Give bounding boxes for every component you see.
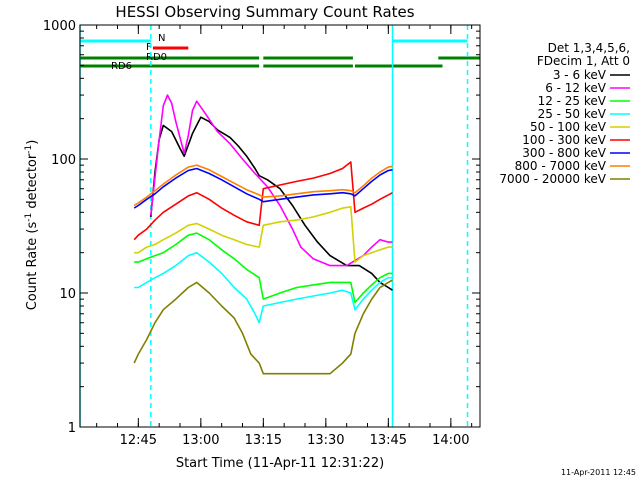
y-axis-label-sup2: -1: [24, 145, 34, 154]
series-line: [150, 94, 393, 267]
x-tick-label: 14:00: [432, 433, 469, 448]
x-tick-label: 13:15: [245, 433, 282, 448]
series-line: [150, 116, 393, 291]
y-tick-label: 10: [59, 287, 76, 302]
y-tick-label: 1: [68, 421, 76, 436]
plot-frame: [79, 24, 481, 428]
y-tick-label: 100: [51, 153, 76, 168]
legend-entry-label: 3 - 6 keV: [553, 68, 607, 82]
legend-entry-label: 12 - 25 keV: [538, 94, 607, 108]
y-axis-label-end: ): [25, 140, 40, 145]
legend-entry-label: 7000 - 20000 keV: [499, 172, 606, 186]
flag-label-n: N: [158, 33, 165, 44]
series-line: [133, 161, 393, 241]
legend: Det 1,3,4,5,6, FDecim 1, Att 0 3 - 6 keV…: [499, 41, 630, 186]
series-line: [133, 167, 393, 209]
series-layer: [133, 94, 393, 375]
legend-header-line-1: Det 1,3,4,5,6,: [548, 41, 630, 55]
legend-entry-label: 25 - 50 keV: [538, 107, 607, 121]
vlines-layer: [79, 25, 469, 427]
series-line: [134, 251, 393, 324]
series-line: [133, 279, 393, 375]
x-tick-label: 13:45: [370, 433, 407, 448]
x-tick-label: 13:30: [307, 433, 344, 448]
x-axis-label: Start Time (11-Apr-11 12:31:22): [176, 456, 384, 471]
legend-entry-label: 100 - 300 keV: [522, 133, 606, 147]
x-axis: 12:45 13:00 13:15 13:30 13:45 14:00: [96, 25, 473, 448]
legend-entry-label: 50 - 100 keV: [530, 120, 607, 134]
legend-header-line-2: FDecim 1, Att 0: [537, 54, 630, 68]
footer-date: 11-Apr-2011 12:45: [561, 468, 636, 477]
legend-entry-label: 800 - 7000 keV: [515, 159, 607, 173]
x-tick-label: 13:00: [182, 433, 219, 448]
flag-label-rd0: RD0: [146, 52, 167, 63]
y-axis-label-main: Count Rate (s: [25, 222, 40, 311]
legend-entry-label: 300 - 800 keV: [522, 146, 606, 160]
flag-label-f: F: [146, 42, 152, 53]
y-axis-label-mid: detector: [25, 153, 40, 213]
y-axis: 1 10 100 1000: [43, 19, 480, 436]
chart-title: HESSI Observing Summary Count Rates: [115, 3, 414, 21]
legend-entry-label: 6 - 12 keV: [545, 81, 607, 95]
y-axis-label-sup1: -1: [24, 213, 34, 222]
series-line: [134, 232, 393, 304]
series-line: [134, 206, 393, 263]
y-tick-label: 1000: [43, 19, 76, 34]
flag-label-rd6: RD6: [111, 61, 132, 72]
series-line: [133, 164, 393, 207]
y-axis-label: Count Rate (s-1 detector-1): [24, 140, 40, 311]
x-tick-label: 12:45: [120, 433, 157, 448]
